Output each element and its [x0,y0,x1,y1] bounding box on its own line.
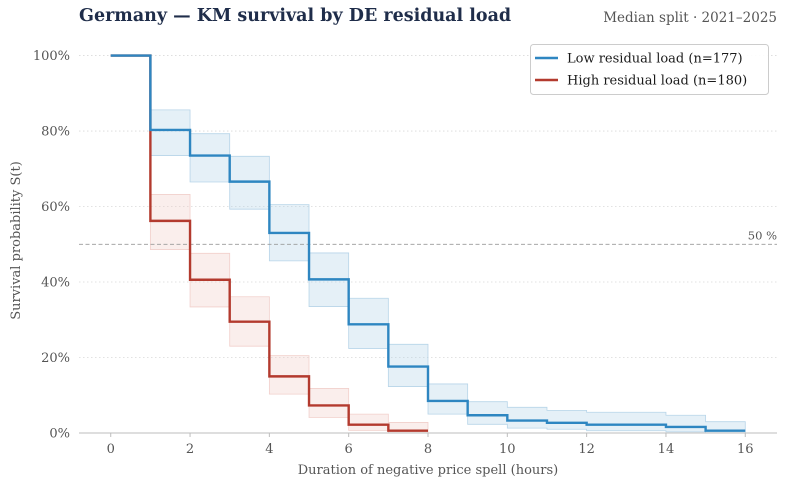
x-tick-label: 2 [186,442,194,457]
y-tick-label: 100% [33,49,70,64]
y-tick-label: 60% [41,200,70,215]
ci-band-series-1 [110,55,746,434]
x-tick-label: 8 [424,442,432,457]
y-tick-label: 20% [41,351,70,366]
legend: Low residual load (n=177) High residual l… [530,44,769,95]
y-tick-label: 0% [49,427,70,442]
chart-subtitle: Median split · 2021–2025 [603,10,777,26]
x-axis-label: Duration of negative price spell (hours) [298,463,558,478]
legend-box [530,44,769,95]
x-tick-label: 0 [107,442,115,457]
x-tick-label: 14 [658,442,675,457]
x-tick-label: 16 [737,442,754,457]
y-tick-label: 80% [41,125,70,140]
legend-label-series-1: Low residual load (n=177) [567,52,743,67]
y-tick-label: 40% [41,276,70,291]
x-tick-label: 4 [265,442,273,457]
chart-title: Germany — KM survival by DE residual loa… [79,6,512,26]
x-tick-label: 6 [345,442,353,457]
legend-label-series-2: High residual load (n=180) [567,74,747,89]
survival-line-series-2 [110,54,428,432]
x-tick-label: 10 [499,442,516,457]
survival-line-series-1 [110,54,746,432]
y-axis-label: Survival probability S(t) [9,161,24,320]
x-tick-label: 12 [578,442,595,457]
median-reference-label: 50 % [748,228,777,242]
